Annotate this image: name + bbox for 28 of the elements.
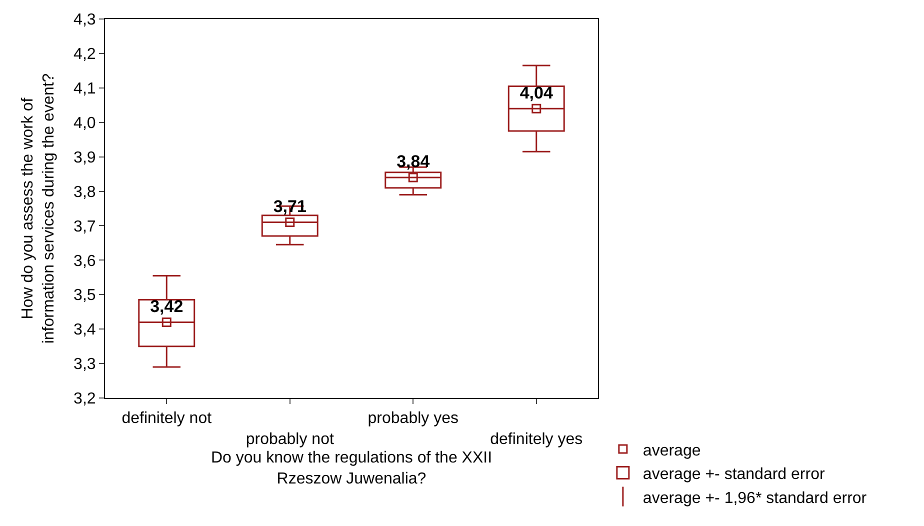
point xyxy=(408,172,418,182)
point xyxy=(532,104,542,114)
y-tick-label: 4,1 xyxy=(74,80,96,98)
x-tick-label: definitely yes xyxy=(490,431,583,448)
legend-label: average +- standard error xyxy=(642,466,826,484)
x-tick-label: probably yes xyxy=(368,410,458,428)
point xyxy=(162,317,172,327)
y-tick-label: 3,4 xyxy=(74,322,96,339)
y-tick-label: 4,3 xyxy=(74,12,96,29)
y-tick-label: 3,9 xyxy=(74,149,96,166)
y-tick-label: 3,5 xyxy=(74,287,96,304)
y-tick-label: 3,2 xyxy=(74,390,96,408)
text: average +- 1,96* standard error xyxy=(642,490,868,507)
x-tick-label: definitely not xyxy=(122,410,212,428)
point xyxy=(285,218,295,228)
y-tick-label: 3,8 xyxy=(74,184,96,201)
x-axis-title: Do you know the regulations of the XXII Rzeszow Juwenalia? xyxy=(210,450,492,488)
data-label: 3,84 xyxy=(396,152,430,172)
x-tick-label: probably not xyxy=(246,431,334,448)
data-label: 3,42 xyxy=(150,296,184,316)
y-tick-label: 3,7 xyxy=(74,218,96,236)
y-tick-label: 3,6 xyxy=(74,252,96,270)
y-tick-label: 4,0 xyxy=(74,114,96,132)
y-tick-label: 4,2 xyxy=(74,46,96,64)
y-axis-title: How do you assess the work of information services during the event? xyxy=(20,73,58,344)
legend-label: average xyxy=(642,442,701,460)
data-label: 4,04 xyxy=(520,83,554,102)
y-tick-label: 3,3 xyxy=(74,356,96,374)
